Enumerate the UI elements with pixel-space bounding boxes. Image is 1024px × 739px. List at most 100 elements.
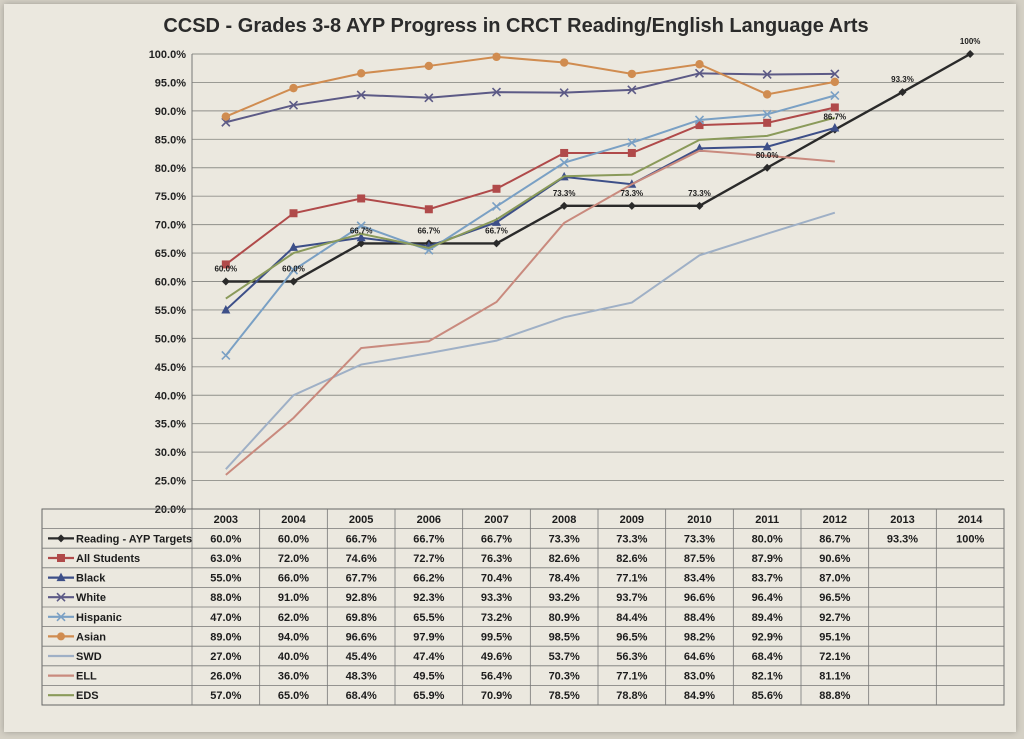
data-point <box>492 184 501 193</box>
x-tick-label: 2011 <box>755 514 779 526</box>
data-point <box>221 350 231 361</box>
data-point <box>830 69 840 79</box>
x-tick-label: 2004 <box>281 514 306 526</box>
data-point <box>694 68 705 78</box>
table-cell: 96.5% <box>819 592 850 604</box>
table-cell: 82.1% <box>752 671 783 683</box>
data-point <box>424 61 434 71</box>
y-tick-label: 80.0% <box>155 163 186 175</box>
table-cell: 89.4% <box>752 612 783 624</box>
data-label: 100% <box>960 37 980 46</box>
table-cell: 85.6% <box>752 690 783 702</box>
table-cell: 82.6% <box>616 553 647 565</box>
legend-key-marker <box>56 612 66 622</box>
table-cell: 100% <box>956 533 984 545</box>
table-cell: 89.0% <box>210 631 241 643</box>
table-cell: 93.7% <box>616 592 647 604</box>
series-line <box>225 211 836 470</box>
series-line <box>225 94 836 357</box>
table-cell: 49.5% <box>413 671 444 683</box>
table-cell: 87.5% <box>684 553 715 565</box>
table-cell: 87.0% <box>819 573 850 585</box>
table-cell: 92.3% <box>413 592 444 604</box>
table-cell: 92.9% <box>752 631 783 643</box>
data-point <box>695 60 704 69</box>
data-label: 60.0% <box>214 265 237 274</box>
y-tick-label: 50.0% <box>155 333 186 345</box>
table-cell: 26.0% <box>210 671 241 683</box>
x-tick-label: 2013 <box>890 514 914 526</box>
x-tick-label: 2012 <box>823 514 847 526</box>
table-cell: 83.0% <box>684 671 715 683</box>
table-cell: 80.0% <box>752 533 783 545</box>
legend-entry: Black <box>76 573 106 585</box>
y-tick-label: 45.0% <box>155 362 186 374</box>
data-point <box>356 232 366 242</box>
legend-entry: Hispanic <box>76 612 122 624</box>
table-cell: 45.4% <box>346 651 377 663</box>
data-point <box>357 239 366 248</box>
data-point <box>830 77 840 87</box>
table-cell: 92.7% <box>819 612 850 624</box>
table-cell: 27.0% <box>210 651 241 663</box>
table-cell: 57.0% <box>210 690 241 702</box>
table-cell: 47.4% <box>413 651 444 663</box>
data-table: 2003 2004 2005 2006 2007 2008 2009 2010 2011 2012… <box>41 508 1005 706</box>
table-cell: 99.5% <box>481 631 512 643</box>
table-cell: 96.5% <box>616 631 647 643</box>
data-point <box>356 69 366 78</box>
table-cell: 65.0% <box>278 690 309 702</box>
table-cell: 73.3% <box>684 533 715 545</box>
table-cell: 78.4% <box>549 573 580 585</box>
data-point <box>627 85 637 95</box>
data-point <box>627 148 636 157</box>
legend-key-marker <box>57 632 65 641</box>
legend-key-marker <box>56 592 66 602</box>
data-point <box>221 260 230 269</box>
data-point <box>694 115 705 125</box>
data-point <box>966 50 975 58</box>
legend-key-marker <box>57 554 65 562</box>
series-line <box>225 52 971 283</box>
data-point <box>356 90 366 100</box>
data-point <box>763 118 772 127</box>
data-point <box>762 141 772 151</box>
table-cell: 96.6% <box>684 592 715 604</box>
table-cell: 65.9% <box>413 690 444 702</box>
table-cell: 95.1% <box>819 631 850 643</box>
table-cell: 93.3% <box>887 533 918 545</box>
table-cell: 73.2% <box>481 612 512 624</box>
data-point <box>288 100 299 110</box>
x-tick-label: 2003 <box>214 514 238 526</box>
data-point <box>898 88 907 97</box>
table-cell: 91.0% <box>278 592 309 604</box>
table-cell: 69.8% <box>346 612 377 624</box>
table-cell: 36.0% <box>278 671 309 683</box>
y-tick-label: 30.0% <box>155 447 186 459</box>
data-point <box>762 69 772 80</box>
data-point <box>356 221 366 231</box>
data-point <box>627 69 637 79</box>
legend-entry: All Students <box>76 553 140 565</box>
y-tick-label: 55.0% <box>155 305 186 317</box>
data-point <box>762 109 772 119</box>
table-cell: 80.9% <box>549 612 580 624</box>
legend-key-marker <box>56 572 66 582</box>
legend-entry: EDS <box>76 690 99 702</box>
table-cell: 83.7% <box>752 573 783 585</box>
table-cell: 81.1% <box>819 671 850 683</box>
data-point <box>492 52 501 62</box>
data-label: 66.7% <box>485 226 508 235</box>
y-tick-label: 20.0% <box>155 504 186 516</box>
table-cell: 66.2% <box>413 573 444 585</box>
table-cell: 70.4% <box>481 573 512 585</box>
table-cell: 72.7% <box>413 553 444 565</box>
table-cell: 63.0% <box>210 553 241 565</box>
table-cell: 66.7% <box>346 533 377 545</box>
table-cell: 84.9% <box>684 690 715 702</box>
series-line <box>225 149 835 476</box>
table-cell: 94.0% <box>278 631 309 643</box>
table-cell: 93.2% <box>549 592 580 604</box>
series-line <box>225 55 836 118</box>
data-label: 60.0% <box>282 265 305 274</box>
